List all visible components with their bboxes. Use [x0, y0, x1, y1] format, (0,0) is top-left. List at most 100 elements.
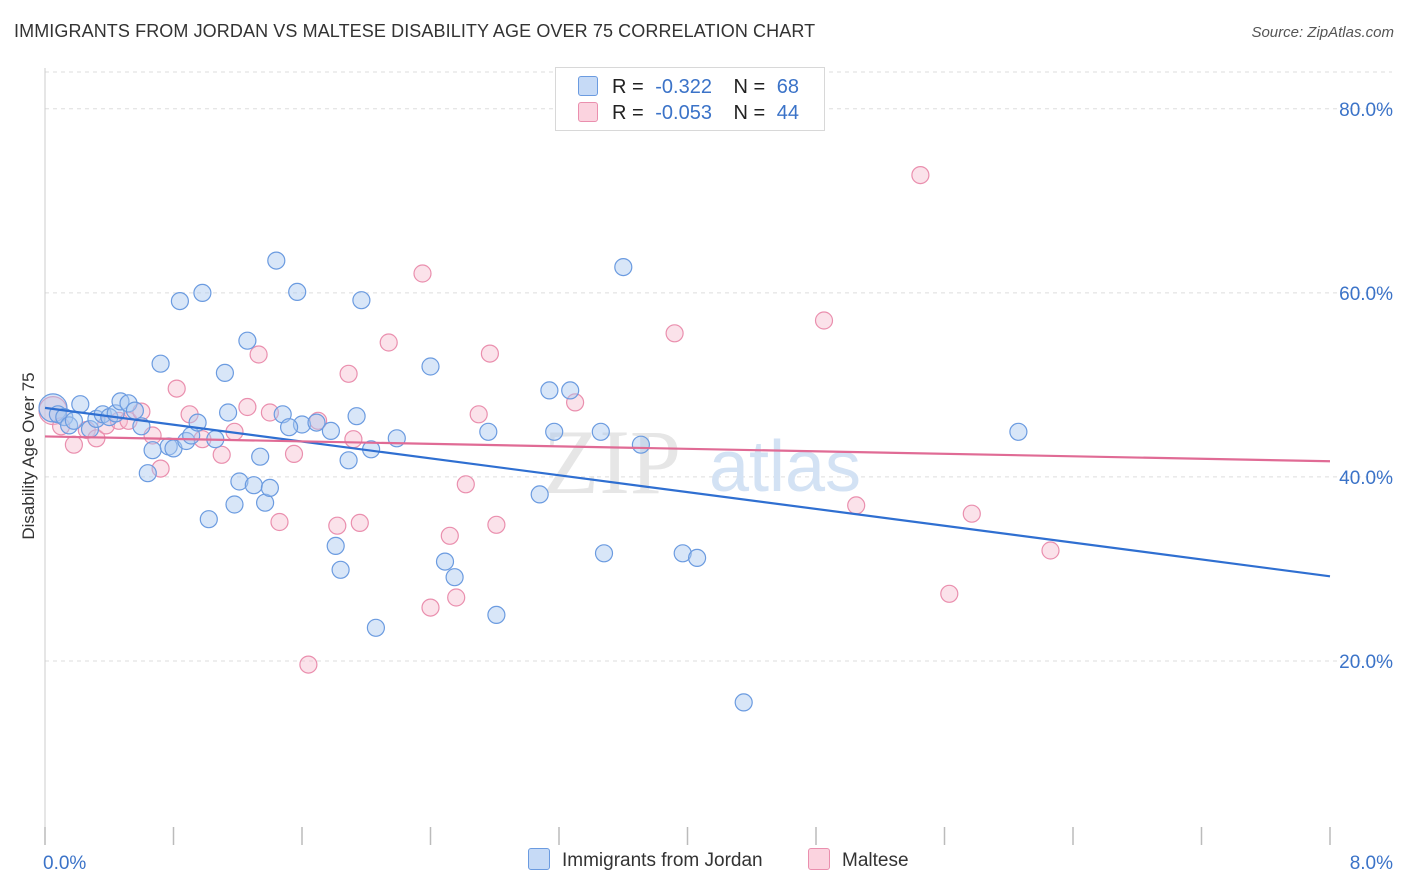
jordan-point	[138, 464, 157, 483]
jordan-point	[64, 411, 84, 430]
maltese-point	[64, 435, 84, 454]
jordan-point	[487, 605, 506, 625]
maltese-point	[447, 588, 466, 607]
legend-item-maltese: Maltese	[808, 848, 909, 872]
jordan-point	[352, 291, 371, 310]
jordan-trend-line	[44, 406, 1331, 578]
jordan-point	[225, 495, 244, 514]
source-label: Source: ZipAtlas.com	[1251, 24, 1394, 41]
jordan-point	[288, 282, 307, 301]
maltese-point	[413, 264, 432, 283]
chart-title: IMMIGRANTS FROM JORDAN VS MALTESE DISABI…	[14, 21, 816, 41]
jordan-point	[119, 394, 138, 413]
jordan-point	[170, 292, 189, 311]
jordan-point	[143, 441, 162, 460]
maltese-point	[565, 393, 585, 412]
jordan-point	[530, 485, 549, 504]
x-tick-label: 8.0%	[1350, 853, 1393, 874]
maltese-point	[440, 526, 459, 545]
jordan-point	[673, 544, 692, 563]
maltese-point	[299, 655, 318, 674]
maltese-point	[212, 445, 231, 464]
maltese-point	[379, 333, 398, 352]
watermark: ZIP atlas	[543, 411, 861, 513]
jordan-point	[151, 354, 170, 373]
y-tick-label: 80.0%	[1339, 100, 1393, 121]
jordan-point	[267, 251, 286, 270]
maltese-point	[350, 513, 369, 533]
maltese-point	[421, 598, 440, 617]
legend-item-jordan: Immigrants from Jordan	[528, 848, 763, 872]
jordan-point	[230, 472, 249, 491]
n-label: N =	[733, 76, 766, 98]
maltese-point	[665, 324, 684, 343]
jordan-point	[71, 395, 90, 414]
jordan-point	[331, 560, 350, 579]
maltese-point	[911, 166, 930, 185]
maltese-point	[962, 504, 981, 523]
legend-label: Immigrants from Jordan	[562, 850, 763, 872]
jordan-point	[125, 401, 144, 420]
jordan-point	[215, 363, 234, 382]
n-label: N =	[733, 102, 766, 124]
jordan-point	[251, 447, 270, 466]
jordan-point	[199, 510, 218, 529]
r-value: -0.322	[655, 76, 712, 98]
jordan-point	[1009, 422, 1028, 441]
jordan-point	[366, 618, 385, 637]
jordan-point	[193, 283, 212, 302]
maltese-swatch	[578, 101, 598, 122]
maltese-point	[940, 584, 959, 603]
jordan-point	[687, 548, 707, 568]
maltese-point	[344, 430, 363, 449]
r-value: -0.053	[655, 102, 712, 124]
r-label: R =	[612, 102, 644, 124]
jordan-point	[347, 407, 366, 426]
maltese-point	[480, 344, 499, 363]
stats-legend-row-maltese: R = -0.053 N = 44	[578, 101, 800, 128]
axis-layer	[44, 68, 1331, 845]
maltese-point	[847, 496, 866, 515]
jordan-point	[244, 476, 263, 495]
jordan-point	[238, 331, 257, 350]
maltese-point	[814, 311, 834, 330]
jordan-point	[307, 413, 326, 432]
legend-label: Maltese	[842, 850, 909, 872]
y-tick-label: 20.0%	[1339, 652, 1393, 673]
jordan-point	[734, 693, 753, 712]
jordan-point	[260, 478, 279, 497]
jordan-point	[321, 421, 340, 440]
r-label: R =	[612, 76, 644, 98]
maltese-point	[339, 364, 358, 383]
stats-legend: R = -0.322 N = 68 R = -0.053 N = 44	[555, 67, 825, 131]
jordan-point	[561, 381, 580, 400]
maltese-point	[487, 515, 506, 534]
jordan-point	[177, 431, 196, 451]
jordan-swatch	[578, 75, 598, 96]
n-value: 44	[776, 102, 800, 124]
jordan-legend-swatch	[528, 848, 550, 870]
maltese-point	[249, 345, 268, 364]
y-tick-label: 60.0%	[1339, 284, 1393, 305]
n-value: 68	[776, 76, 800, 98]
jordan-point	[479, 422, 498, 441]
jordan-point	[435, 552, 455, 571]
watermark-zip: ZIP	[543, 411, 681, 513]
stats-legend-row-jordan: R = -0.322 N = 68	[578, 75, 800, 102]
maltese-point	[270, 512, 289, 532]
maltese-point	[167, 379, 186, 398]
trend-lines	[44, 406, 1331, 578]
tick-labels: 20.0% 40.0% 60.0% 80.0% 0.0% 8.0%	[43, 100, 1393, 874]
jordan-point	[445, 568, 464, 587]
jordan-points	[38, 251, 1028, 712]
jordan-point	[280, 418, 299, 437]
x-tick-label: 0.0%	[43, 853, 86, 874]
grid-layer	[45, 71, 1392, 662]
jordan-point	[219, 403, 238, 422]
jordan-point	[339, 451, 358, 470]
jordan-point	[594, 544, 614, 563]
maltese-point	[469, 405, 488, 424]
maltese-point	[328, 516, 347, 535]
maltese-point	[1041, 541, 1060, 560]
maltese-point	[238, 397, 257, 417]
